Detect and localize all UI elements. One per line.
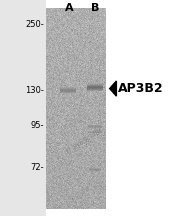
- Text: A: A: [65, 3, 73, 13]
- Text: 130-: 130-: [25, 86, 44, 95]
- Text: 250-: 250-: [25, 20, 44, 29]
- Text: © ProSci Inc.: © ProSci Inc.: [65, 125, 106, 156]
- Text: AP3B2: AP3B2: [118, 82, 164, 95]
- Text: B: B: [91, 3, 99, 13]
- Text: 72-: 72-: [30, 163, 44, 172]
- Text: 95-: 95-: [30, 121, 44, 130]
- Polygon shape: [110, 81, 116, 96]
